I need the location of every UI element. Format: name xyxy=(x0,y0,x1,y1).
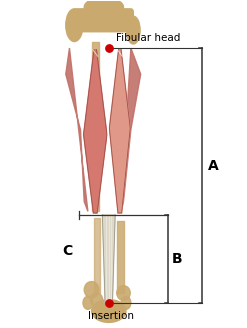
Polygon shape xyxy=(94,218,100,293)
Text: B: B xyxy=(172,252,183,266)
Polygon shape xyxy=(66,48,88,211)
Text: A: A xyxy=(207,159,218,173)
Ellipse shape xyxy=(84,281,99,298)
Text: Insertion: Insertion xyxy=(88,311,134,321)
Polygon shape xyxy=(83,50,107,213)
Polygon shape xyxy=(109,50,130,213)
Polygon shape xyxy=(102,215,115,303)
Point xyxy=(107,300,111,305)
Ellipse shape xyxy=(84,0,124,17)
Text: C: C xyxy=(62,244,72,257)
Ellipse shape xyxy=(66,9,83,42)
FancyBboxPatch shape xyxy=(74,9,133,32)
Ellipse shape xyxy=(92,299,126,322)
Ellipse shape xyxy=(126,16,140,44)
Ellipse shape xyxy=(83,296,93,309)
Point xyxy=(107,46,111,51)
Text: Fibular head: Fibular head xyxy=(116,33,181,43)
Polygon shape xyxy=(121,48,141,211)
Polygon shape xyxy=(92,42,99,211)
Ellipse shape xyxy=(90,293,103,306)
Polygon shape xyxy=(117,221,124,293)
Ellipse shape xyxy=(117,286,130,300)
Ellipse shape xyxy=(121,296,131,309)
